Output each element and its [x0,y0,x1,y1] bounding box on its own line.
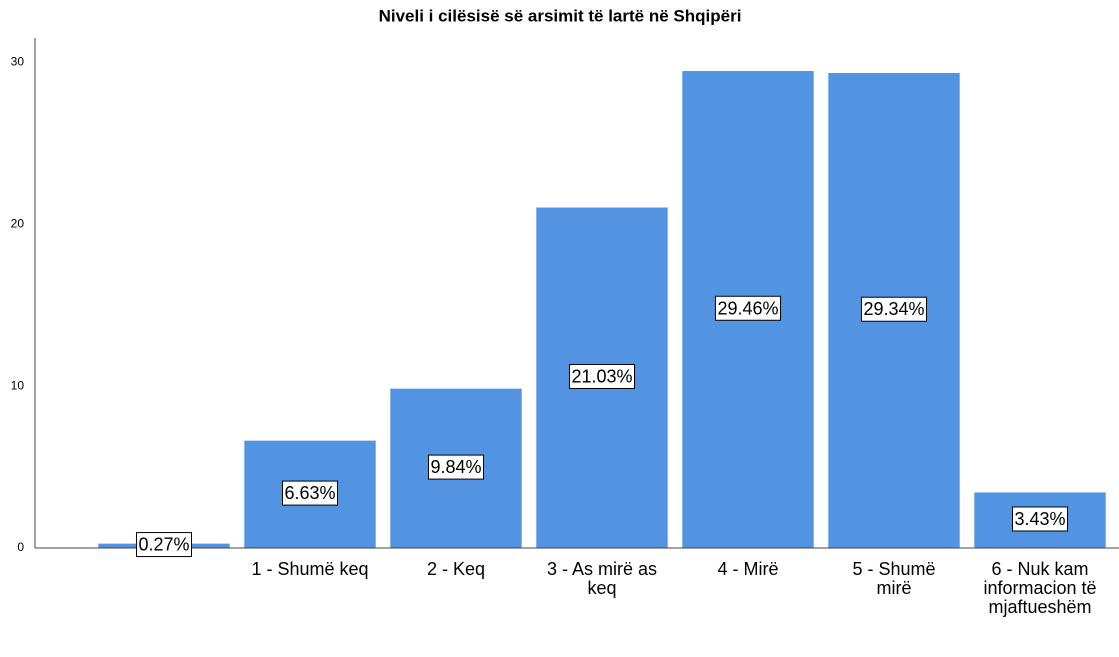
value-label: 29.46% [717,298,778,318]
chart-title: Niveli i cilësisë së arsimit të lartë në… [379,6,742,25]
value-label: 29.34% [863,299,924,319]
y-tick-label: 30 [11,54,25,68]
value-label-box [281,480,339,506]
y-tick-label: 20 [11,216,25,230]
y-tick-label: 10 [11,378,25,392]
value-label: 6.63% [284,483,335,503]
x-tick-label: 6 - Nuk kam informacion të mjaftueshëm [983,559,1097,617]
value-label: 3.43% [1014,509,1065,529]
x-tick-label: 3 - As mirë as keq [546,559,657,598]
x-tick-label: 5 - Shumë mirë [852,559,936,598]
x-tick-label: 1 - Shumë keq [251,559,369,579]
value-label: 0.27% [138,535,189,555]
value-label-box [427,454,485,480]
x-tick-label: 4 - Mirë [717,559,779,579]
x-tick-label: 2 - Keq [426,559,485,579]
value-label-box [714,295,782,321]
value-label: 21.03% [571,367,632,387]
value-label-box [568,364,636,390]
value-label-box [135,532,193,558]
value-label-box [1011,506,1069,532]
value-label: 9.84% [430,457,481,477]
value-label-box [860,296,928,322]
y-tick-label: 0 [17,540,24,554]
